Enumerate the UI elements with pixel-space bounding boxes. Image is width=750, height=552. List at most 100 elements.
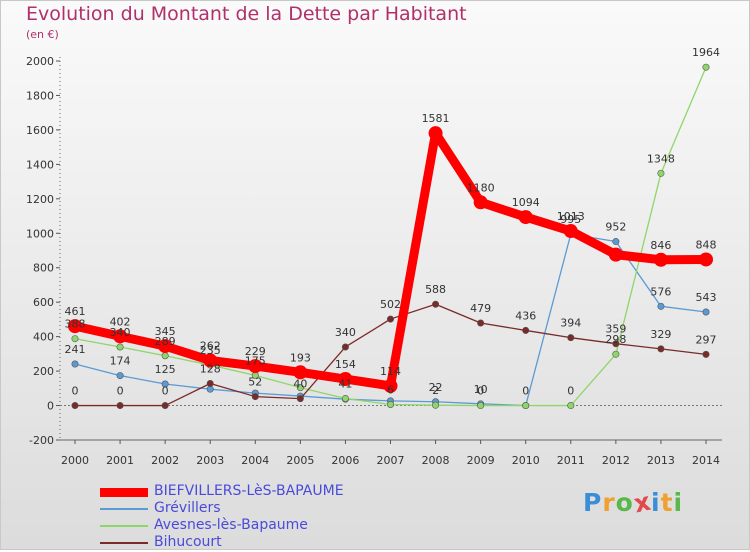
- proxiti-logo: Proxiti: [583, 487, 683, 519]
- data-label: 461: [65, 305, 86, 318]
- data-point: [432, 300, 440, 308]
- data-label: 345: [155, 325, 176, 338]
- data-point: [567, 402, 575, 410]
- data-point: [161, 380, 169, 388]
- data-label: 848: [696, 238, 717, 251]
- data-label: 329: [650, 328, 671, 341]
- legend-label: Avesnes-lès-Bapaume: [154, 517, 308, 533]
- data-point: [522, 326, 530, 334]
- y-tick-label: 1000: [26, 227, 54, 240]
- x-tick-label: 2005: [286, 454, 314, 467]
- y-tick-label: 1200: [26, 193, 54, 206]
- data-point: [657, 169, 665, 177]
- data-label: 298: [605, 333, 626, 346]
- data-label: 41: [338, 377, 352, 390]
- data-label: 576: [650, 285, 671, 298]
- data-point: [203, 353, 218, 368]
- data-label: 1964: [692, 46, 720, 59]
- data-label: 154: [335, 358, 356, 371]
- data-point: [473, 195, 488, 210]
- data-label: 0: [72, 385, 79, 398]
- logo-letter: o: [615, 488, 634, 517]
- data-point: [612, 340, 620, 348]
- data-point: [608, 247, 623, 262]
- data-label: 235: [200, 344, 221, 357]
- data-label: 10: [474, 383, 488, 396]
- data-label: 543: [696, 291, 717, 304]
- legend-swatch: [100, 487, 148, 497]
- y-tick-label: 2000: [26, 55, 54, 68]
- legend-label: Grévillers: [154, 500, 221, 516]
- chart-axes: -200020040060080010001200140016001800200…: [26, 55, 722, 467]
- data-label: 2: [432, 384, 439, 397]
- data-label: 846: [650, 239, 671, 252]
- logo-letter: P: [583, 488, 603, 517]
- data-label: 995: [560, 213, 581, 226]
- data-point: [251, 393, 259, 401]
- data-label: 289: [155, 335, 176, 348]
- x-tick-label: 2010: [512, 454, 540, 467]
- logo-letter: t: [660, 488, 674, 517]
- data-point: [71, 335, 79, 343]
- data-label: 1581: [422, 112, 450, 125]
- y-tick-label: 800: [33, 262, 54, 275]
- data-label: 388: [65, 318, 86, 331]
- data-point: [612, 238, 620, 246]
- legend-label: BIEFVILLERS-LèS-BAPAUME: [154, 483, 344, 499]
- data-label: 0: [117, 385, 124, 398]
- data-point: [293, 365, 308, 380]
- data-label: 52: [248, 376, 262, 389]
- data-label: 193: [290, 351, 311, 364]
- x-tick-label: 2011: [557, 454, 585, 467]
- data-point: [702, 308, 710, 316]
- data-label: 502: [380, 298, 401, 311]
- legend-swatch: [100, 508, 148, 510]
- data-label: 125: [155, 363, 176, 376]
- data-label: 297: [696, 333, 717, 346]
- logo-letter: i: [651, 488, 661, 517]
- data-label: 952: [605, 221, 626, 234]
- data-point: [161, 402, 169, 410]
- chart-subtitle: (en €): [26, 28, 59, 41]
- data-point: [341, 394, 349, 402]
- x-tick-label: 2009: [467, 454, 495, 467]
- data-label: 436: [515, 309, 536, 322]
- data-label: 394: [560, 317, 581, 330]
- data-point: [432, 401, 440, 409]
- data-point: [116, 372, 124, 380]
- data-point: [116, 402, 124, 410]
- data-point: [653, 252, 668, 267]
- data-label: 40: [293, 378, 307, 391]
- x-tick-label: 2014: [692, 454, 720, 467]
- data-point: [702, 350, 710, 358]
- data-label: 0: [567, 385, 574, 398]
- data-label: 0: [522, 385, 529, 398]
- data-point: [113, 329, 128, 344]
- x-tick-label: 2002: [151, 454, 179, 467]
- logo-letter: r: [602, 488, 616, 517]
- y-tick-label: 1800: [26, 89, 54, 102]
- data-label: 359: [605, 323, 626, 336]
- data-label: 229: [245, 345, 266, 358]
- data-label: 1180: [467, 181, 495, 194]
- data-point: [477, 319, 485, 327]
- x-tick-label: 2013: [647, 454, 675, 467]
- data-label: 0: [477, 385, 484, 398]
- series-lines: [68, 63, 713, 410]
- data-point: [518, 210, 533, 225]
- y-tick-label: 400: [33, 331, 54, 344]
- legend-swatch: [100, 542, 148, 544]
- data-label: 402: [110, 315, 131, 328]
- y-tick-label: 1600: [26, 124, 54, 137]
- data-label: 588: [425, 283, 446, 296]
- x-tick-label: 2000: [61, 454, 89, 467]
- y-tick-label: 1400: [26, 158, 54, 171]
- data-point: [161, 352, 169, 360]
- data-label: 6: [387, 384, 394, 397]
- data-point: [657, 302, 665, 310]
- data-point: [341, 343, 349, 351]
- y-tick-label: 0: [47, 400, 54, 413]
- data-point: [563, 224, 578, 239]
